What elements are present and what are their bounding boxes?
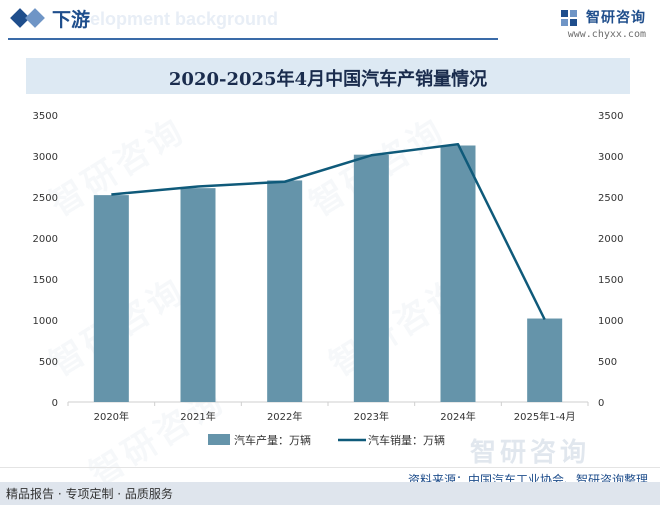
x-tick-label: 2022年 xyxy=(267,410,302,423)
y-right-tick-label: 3000 xyxy=(598,152,623,163)
brand: 智研咨询 xyxy=(561,7,646,27)
x-tick-label: 2023年 xyxy=(354,410,389,423)
header-ghost-text: elopment background xyxy=(90,9,279,29)
chart-title: 2020-2025年4月中国汽车产销量情况 xyxy=(168,69,488,90)
y-right-tick-label: 0 xyxy=(598,398,604,409)
bar-production xyxy=(267,180,303,402)
y-right-tick-label: 3500 xyxy=(598,111,623,122)
section-title: 下游 xyxy=(52,9,91,31)
watermark: 智研咨询 xyxy=(470,438,591,468)
y-left-tick-label: 1500 xyxy=(33,275,58,286)
bar-production xyxy=(353,154,389,402)
legend-label-sales: 汽车销量：万辆 xyxy=(368,433,445,447)
brand-name: 智研咨询 xyxy=(586,10,646,26)
source-divider xyxy=(0,467,660,468)
line-sales xyxy=(111,142,546,321)
header-divider xyxy=(8,38,498,40)
bar-production xyxy=(180,188,216,402)
y-right-tick-label: 2500 xyxy=(598,193,623,204)
y-left-tick-label: 0 xyxy=(52,398,58,409)
y-right-tick-label: 1500 xyxy=(598,275,623,286)
combo-chart: 0 500 1000 1500 2000 2500 3000 3500 0 500 1000 1500… xyxy=(33,111,624,447)
y-left-tick-label: 3000 xyxy=(33,152,58,163)
y-right-tick-label: 2000 xyxy=(598,234,623,245)
y-left-tick-label: 1000 xyxy=(33,316,58,327)
header-bar: elopment background 下游 智研咨询 www.chyxx.co… xyxy=(0,0,660,40)
y-left-tick-label: 2500 xyxy=(33,193,58,204)
brand-logo-icon xyxy=(561,10,577,26)
x-tick-label: 2020年 xyxy=(94,410,129,423)
brand-url: www.chyxx.com xyxy=(567,29,646,40)
bar-production xyxy=(440,145,476,402)
legend-swatch-production xyxy=(208,434,230,445)
y-right-tick-label: 500 xyxy=(598,357,617,368)
bar-production xyxy=(93,195,129,402)
x-tick-label: 2021年 xyxy=(180,410,215,423)
y-right-tick-label: 1000 xyxy=(598,316,623,327)
y-left-tick-label: 3500 xyxy=(33,111,58,122)
x-tick-label: 2025年1-4月 xyxy=(514,410,576,423)
bar-production xyxy=(527,318,563,402)
footer-tagline: 精品报告 · 专项定制 · 品质服务 xyxy=(6,487,173,501)
y-left-tick-label: 500 xyxy=(39,357,58,368)
legend-label-production: 汽车产量：万辆 xyxy=(234,433,311,447)
chart-title-box: 2020-2025年4月中国汽车产销量情况 xyxy=(26,58,630,94)
y-left-tick-label: 2000 xyxy=(33,234,58,245)
x-tick-label: 2024年 xyxy=(440,410,475,423)
footer-bar: 精品报告 · 专项定制 · 品质服务 xyxy=(0,482,660,505)
